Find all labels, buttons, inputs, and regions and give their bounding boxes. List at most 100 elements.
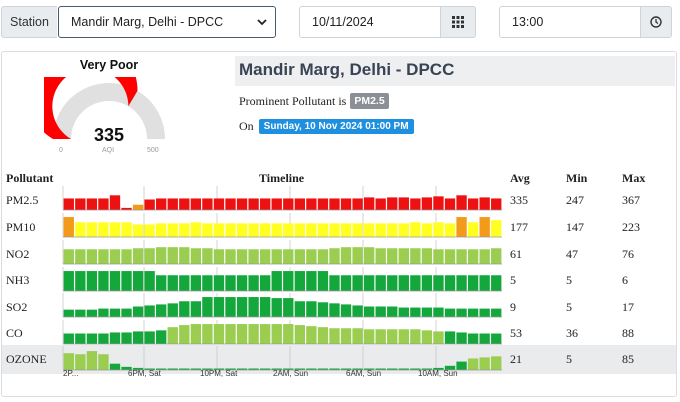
timeline-bar-pm10[interactable] <box>387 223 398 237</box>
timeline-bar-no2[interactable] <box>144 248 155 264</box>
timeline-bar-ozone[interactable] <box>421 368 433 371</box>
timeline-bar-so2[interactable] <box>433 307 444 317</box>
timeline-bar-ozone[interactable] <box>225 368 236 371</box>
timeline-bar-pm25[interactable] <box>121 207 132 210</box>
timeline-bar-nh3[interactable] <box>156 275 167 291</box>
clock-button[interactable] <box>640 6 672 38</box>
timeline-bar-pm10[interactable] <box>75 222 86 237</box>
timeline-bar-pm25[interactable] <box>167 198 178 210</box>
timeline-bar-pm25[interactable] <box>329 198 340 210</box>
timeline-bar-no2[interactable] <box>132 248 144 264</box>
timeline-bar-pm10[interactable] <box>444 223 456 237</box>
timeline-bar-so2[interactable] <box>259 297 271 317</box>
timeline-bar-pm10[interactable] <box>410 222 421 237</box>
timeline-bar-pm10[interactable] <box>202 223 213 237</box>
timeline-bar-co[interactable] <box>363 329 375 344</box>
timeline-bar-co[interactable] <box>190 324 202 344</box>
timeline-bar-nh3[interactable] <box>421 275 433 291</box>
timeline-bar-nh3[interactable] <box>375 275 386 291</box>
timeline-bar-no2[interactable] <box>433 249 444 264</box>
timeline-bar-pm25[interactable] <box>283 198 294 210</box>
timeline-bar-co[interactable] <box>375 329 386 344</box>
timeline-bar-nh3[interactable] <box>63 271 74 291</box>
timeline-bar-so2[interactable] <box>329 303 340 317</box>
timeline-bar-no2[interactable] <box>456 249 467 264</box>
timeline-bar-pm10[interactable] <box>179 223 190 237</box>
timeline-bar-pm25[interactable] <box>456 195 467 210</box>
timeline-bar-so2[interactable] <box>387 306 398 318</box>
timeline-bar-pm10[interactable] <box>467 222 479 237</box>
timeline-bar-no2[interactable] <box>190 248 202 264</box>
timeline-bar-pm25[interactable] <box>375 198 386 210</box>
timeline-bar-co[interactable] <box>433 331 444 344</box>
timeline-bar-pm25[interactable] <box>352 198 363 210</box>
timeline-bar-no2[interactable] <box>410 248 421 264</box>
timeline-bar-pm25[interactable] <box>479 197 490 210</box>
timeline-bar-pm25[interactable] <box>236 198 248 210</box>
timeline-bar-no2[interactable] <box>352 247 363 264</box>
timeline-bar-pm25[interactable] <box>387 197 398 210</box>
timeline-bar-so2[interactable] <box>444 308 456 317</box>
timeline-bar-pm25[interactable] <box>98 198 109 210</box>
timeline-bar-pm10[interactable] <box>236 223 248 237</box>
timeline-bar-co[interactable] <box>156 330 167 344</box>
timeline-bar-no2[interactable] <box>75 249 86 264</box>
timeline-bar-nh3[interactable] <box>340 275 352 291</box>
timeline-bar-so2[interactable] <box>421 307 433 317</box>
timeline-bar-pm10[interactable] <box>398 223 409 237</box>
timeline-bar-nh3[interactable] <box>248 275 259 291</box>
timeline-bar-no2[interactable] <box>340 247 352 264</box>
time-input[interactable]: 13:00 <box>499 6 641 38</box>
timeline-bar-co[interactable] <box>236 324 248 344</box>
timeline-bar-pm10[interactable] <box>109 222 121 237</box>
timeline-bar-ozone[interactable] <box>283 368 294 371</box>
timeline-bar-so2[interactable] <box>202 297 213 317</box>
timeline-bar-nh3[interactable] <box>202 275 213 291</box>
timeline-bar-nh3[interactable] <box>98 271 109 291</box>
timeline-bar-pm10[interactable] <box>167 223 178 237</box>
timeline-bar-so2[interactable] <box>98 308 109 317</box>
timeline-bar-so2[interactable] <box>306 301 317 317</box>
timeline-bar-ozone[interactable] <box>398 368 409 371</box>
timeline-bar-nh3[interactable] <box>456 275 467 291</box>
timeline-bar-pm25[interactable] <box>317 198 329 210</box>
timeline-bar-no2[interactable] <box>259 249 271 264</box>
timeline-bar-nh3[interactable] <box>259 275 271 291</box>
timeline-bar-ozone[interactable] <box>121 366 132 370</box>
timeline-bar-ozone[interactable] <box>317 368 329 371</box>
timeline-bar-ozone[interactable] <box>306 368 317 371</box>
timeline-bar-ozone[interactable] <box>248 368 259 371</box>
timeline-bar-no2[interactable] <box>363 247 375 264</box>
timeline-bar-no2[interactable] <box>225 249 236 264</box>
timeline-bar-pm10[interactable] <box>375 223 386 237</box>
timeline-bar-pm25[interactable] <box>271 198 282 210</box>
timeline-bar-ozone[interactable] <box>444 365 456 370</box>
timeline-bar-so2[interactable] <box>190 301 202 317</box>
timeline-bar-no2[interactable] <box>387 248 398 264</box>
timeline-bar-nh3[interactable] <box>144 271 155 291</box>
timeline-bar-nh3[interactable] <box>271 271 282 291</box>
timeline-bar-no2[interactable] <box>283 249 294 264</box>
timeline-bar-nh3[interactable] <box>132 271 144 291</box>
timeline-bar-co[interactable] <box>167 327 178 344</box>
timeline-bar-pm25[interactable] <box>410 198 421 210</box>
timeline-bar-pm25[interactable] <box>156 198 167 210</box>
timeline-bar-ozone[interactable] <box>167 368 178 371</box>
timeline-bar-so2[interactable] <box>167 303 178 317</box>
calendar-button[interactable] <box>440 6 476 38</box>
timeline-bar-ozone[interactable] <box>410 368 421 371</box>
station-select[interactable]: Mandir Marg, Delhi - DPCC <box>58 6 276 38</box>
timeline-bar-no2[interactable] <box>179 247 190 264</box>
timeline-bar-pm25[interactable] <box>248 198 259 210</box>
timeline-bar-co[interactable] <box>456 332 467 344</box>
timeline-bar-no2[interactable] <box>329 248 340 264</box>
timeline-bar-co[interactable] <box>352 328 363 344</box>
timeline-bar-pm10[interactable] <box>306 223 317 237</box>
timeline-bar-no2[interactable] <box>167 247 178 264</box>
timeline-bar-nh3[interactable] <box>387 275 398 291</box>
timeline-bar-no2[interactable] <box>213 249 225 264</box>
timeline-bar-pm25[interactable] <box>132 204 144 210</box>
timeline-bar-so2[interactable] <box>271 298 282 317</box>
timeline-bar-pm10[interactable] <box>433 222 444 237</box>
timeline-bar-pm25[interactable] <box>259 198 271 210</box>
